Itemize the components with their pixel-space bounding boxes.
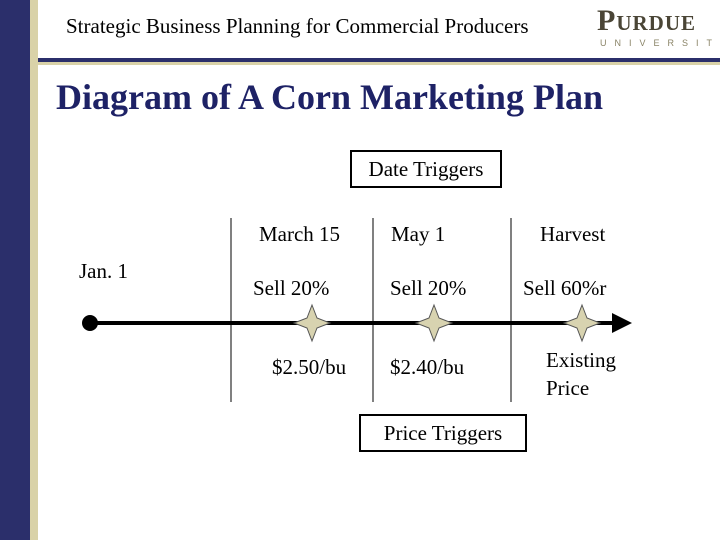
start-date-label: Jan. 1 [79,259,128,283]
sell-label-harvest: Sell 60%r [523,276,607,300]
date-triggers-box: Date Triggers [350,150,502,188]
price-label-march: $2.50/bu [272,355,347,379]
timeline-arrowhead [612,313,632,333]
star-marker-2 [414,303,454,343]
header-rule-accent [38,62,720,65]
slide-title: Diagram of A Corn Marketing Plan [56,77,603,117]
header-rule [38,58,720,62]
date-label-may: May 1 [391,222,446,246]
left-accent-stripe [30,0,38,540]
date-label-march: March 15 [259,222,341,246]
left-accent-bar [0,0,30,540]
date-label-harvest: Harvest [540,222,606,246]
header-title: Strategic Business Planning for Commerci… [66,14,529,38]
price-label-may: $2.40/bu [390,355,465,379]
sell-label-march: Sell 20% [253,276,330,300]
price-label-harvest-line2: Price [546,376,590,400]
star-marker-3 [562,303,602,343]
price-triggers-box: Price Triggers [359,414,527,452]
star-marker-1 [292,303,332,343]
timeline-start-dot [82,315,98,331]
purdue-logo: Purdue [597,4,696,37]
purdue-logo-subtitle: UNIVERSITY [600,38,720,48]
sell-label-may: Sell 20% [390,276,467,300]
price-label-harvest-line1: Existing [546,348,617,372]
